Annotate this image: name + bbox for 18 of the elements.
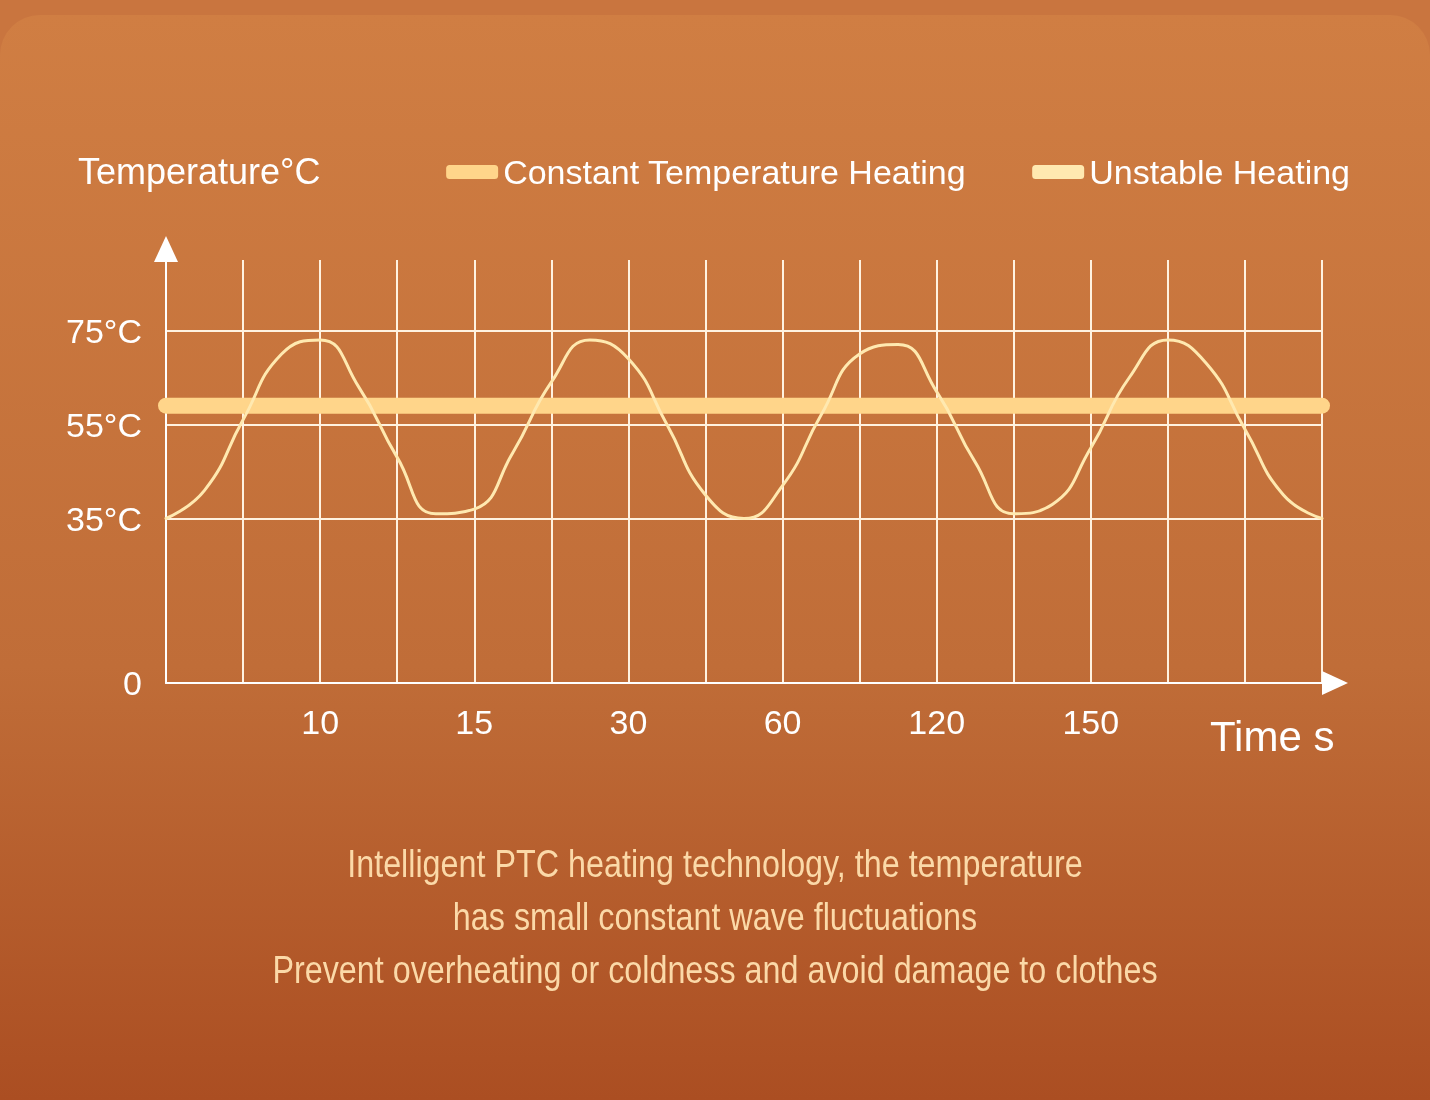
legend-label: Unstable Heating — [1089, 153, 1350, 191]
y-tick-label: 35°C — [66, 499, 142, 538]
x-tick-label: 120 — [908, 703, 966, 741]
x-tick-label: 10 — [301, 703, 340, 741]
x-tick-label: 150 — [1062, 703, 1120, 741]
y-tick-label: 55°C — [66, 405, 142, 444]
y-tick-label: 75°C — [66, 311, 142, 350]
line-series — [164, 338, 1324, 520]
x-axis-title: Time s — [1210, 712, 1335, 760]
y-tick-label: 0 — [123, 664, 142, 702]
y-axis-title: Temperature°C — [78, 150, 321, 192]
text: has small constant wave fluctuations — [451, 895, 979, 940]
x-tick-label: 15 — [455, 703, 494, 741]
legend-label: Constant Temperature Heating — [503, 153, 966, 191]
text: Intelligent PTC heating technology, the temperature — [346, 842, 1084, 887]
x-tick-label: 60 — [763, 703, 802, 741]
text: Prevent overheating or coldness and avoid damage to clothes — [271, 948, 1159, 993]
x-tick-label: 30 — [609, 703, 648, 741]
